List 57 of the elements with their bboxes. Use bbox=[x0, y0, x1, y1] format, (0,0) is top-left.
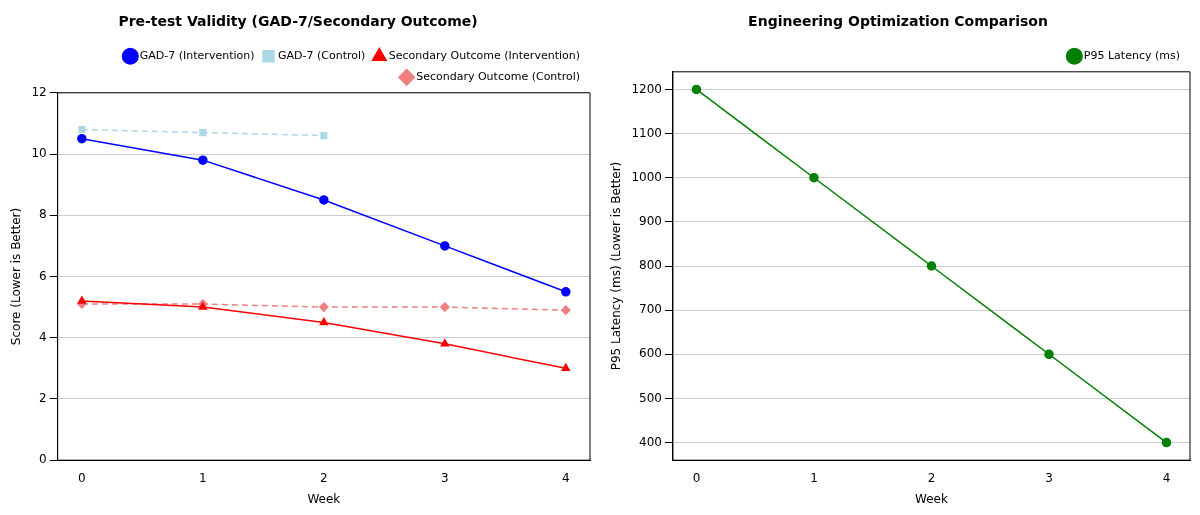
y-tick-label: 2 bbox=[39, 391, 47, 406]
point bbox=[561, 287, 571, 297]
point bbox=[77, 296, 87, 304]
y-tick-label: 8 bbox=[39, 207, 47, 222]
y-tick-label: 4 bbox=[39, 329, 47, 344]
point bbox=[440, 339, 450, 347]
x-tick-label: 1 bbox=[199, 470, 207, 485]
y-tick-label: 900 bbox=[639, 213, 662, 228]
point bbox=[809, 172, 819, 183]
y-tick-label: 6 bbox=[39, 268, 47, 283]
x-tick-label: 3 bbox=[1045, 470, 1053, 485]
point bbox=[77, 133, 87, 144]
x-tick-label: 4 bbox=[561, 470, 570, 485]
chart-title: Engineering Optimization Comparison bbox=[748, 13, 1048, 30]
y-tick-label: 700 bbox=[639, 302, 662, 317]
x-tick-label: 0 bbox=[692, 470, 701, 485]
point bbox=[199, 129, 207, 137]
x-tick-label: 3 bbox=[441, 470, 449, 485]
point bbox=[1161, 437, 1172, 448]
y-tick-label: 10 bbox=[31, 146, 47, 161]
chart-title: Pre-test Validity (GAD-7/Secondary Outcome) bbox=[118, 13, 478, 30]
point bbox=[561, 305, 571, 315]
point bbox=[319, 302, 329, 312]
y-axis-title: P95 Latency (ms) (Lower is Better) bbox=[609, 161, 624, 371]
y-tick-label: 600 bbox=[639, 346, 662, 361]
y-tick-label: 800 bbox=[639, 258, 662, 273]
x-tick-label: 2 bbox=[927, 470, 936, 485]
y-tick-label: 1200 bbox=[631, 81, 662, 96]
x-axis-title: Week bbox=[915, 491, 948, 506]
point bbox=[1044, 349, 1054, 360]
y-tick-label: 500 bbox=[639, 390, 662, 405]
point bbox=[440, 302, 450, 312]
legend-label: Secondary Outcome (Intervention) bbox=[388, 49, 581, 63]
point bbox=[198, 155, 208, 165]
x-tick-label: 0 bbox=[78, 470, 86, 485]
point bbox=[319, 317, 329, 326]
y-axis-title: Score (Lower is Better) bbox=[9, 207, 24, 346]
legend-label: P95 Latency (ms) bbox=[1083, 49, 1181, 63]
x-axis-title: Week bbox=[307, 491, 341, 506]
point bbox=[78, 125, 86, 134]
point bbox=[691, 84, 702, 95]
x-tick-label: 2 bbox=[320, 470, 328, 485]
point bbox=[440, 241, 450, 251]
x-tick-label: 1 bbox=[810, 470, 818, 485]
legend-label: GAD-7 (Intervention) bbox=[139, 49, 255, 63]
x-tick-label: 4 bbox=[1162, 470, 1171, 485]
point bbox=[926, 261, 937, 271]
y-tick-label: 0 bbox=[39, 452, 47, 467]
y-tick-label: 400 bbox=[639, 434, 662, 449]
y-tick-label: 1000 bbox=[631, 169, 662, 184]
y-tick-label: 1100 bbox=[631, 125, 662, 140]
point bbox=[561, 363, 571, 372]
point bbox=[320, 132, 328, 140]
point bbox=[319, 195, 329, 205]
legend-label: Secondary Outcome (Control) bbox=[416, 70, 580, 84]
legend-label: GAD-7 (Control) bbox=[278, 49, 366, 63]
y-tick-label: 12 bbox=[31, 84, 47, 99]
